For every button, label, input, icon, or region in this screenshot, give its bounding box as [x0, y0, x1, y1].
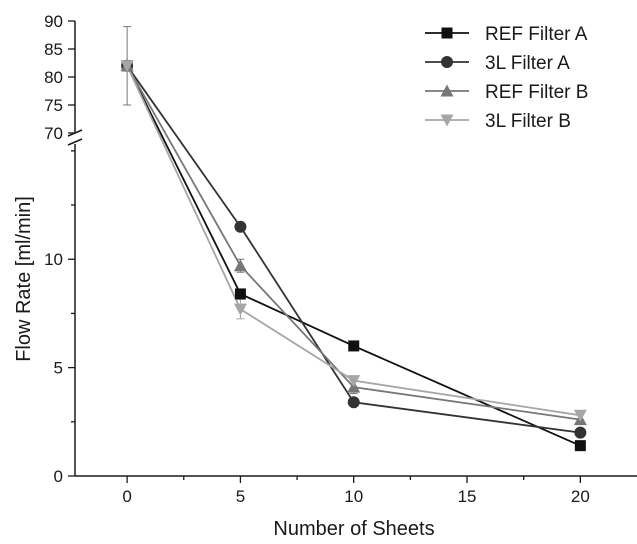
legend-label: 3L Filter A	[485, 53, 570, 74]
data-point	[574, 440, 586, 452]
legend-label: REF Filter B	[485, 82, 588, 103]
series-line	[126, 65, 581, 434]
axes: 0 5 10 15 20 0 5 10 70 75 80 85 90	[44, 12, 637, 506]
x-tick-label: 20	[571, 487, 590, 506]
data-point	[233, 259, 247, 272]
data-point	[347, 375, 361, 388]
x-tick-label: 15	[458, 487, 477, 506]
legend-label: 3L Filter B	[485, 111, 571, 132]
data-point	[348, 340, 360, 352]
y-tick-label: 75	[44, 96, 63, 115]
y-tick-label: 80	[44, 68, 63, 87]
x-axis-label: Number of Sheets	[273, 518, 434, 540]
legend-marker	[440, 84, 454, 97]
legend: REF Filter A 3L Filter A REF Filter B 3L Fi…	[425, 24, 588, 132]
x-tick-label: 5	[236, 487, 245, 506]
series-line	[126, 65, 581, 421]
data-point	[234, 288, 246, 300]
legend-marker	[441, 56, 453, 68]
data-point	[233, 303, 247, 316]
data-point	[574, 426, 587, 439]
data-point	[573, 409, 587, 422]
data-point	[234, 220, 247, 233]
series-line	[126, 65, 581, 447]
data-point	[120, 60, 134, 73]
data-point	[347, 396, 360, 409]
y-tick-label: 85	[44, 40, 63, 59]
y-tick-label: 0	[54, 467, 63, 486]
legend-marker	[440, 114, 454, 127]
y-axis-label: Flow Rate [ml/min]	[13, 196, 35, 362]
y-tick-label: 5	[54, 359, 63, 378]
y-tick-label: 90	[44, 12, 63, 31]
axis-break-mark	[67, 138, 83, 146]
y-tick-label: 70	[44, 124, 63, 143]
legend-marker	[441, 27, 453, 39]
series-line	[126, 65, 581, 417]
y-tick-label: 10	[44, 250, 63, 269]
legend-label: REF Filter A	[485, 24, 588, 45]
x-tick-label: 0	[122, 487, 131, 506]
x-tick-label: 10	[344, 487, 363, 506]
series-layer	[120, 26, 587, 452]
